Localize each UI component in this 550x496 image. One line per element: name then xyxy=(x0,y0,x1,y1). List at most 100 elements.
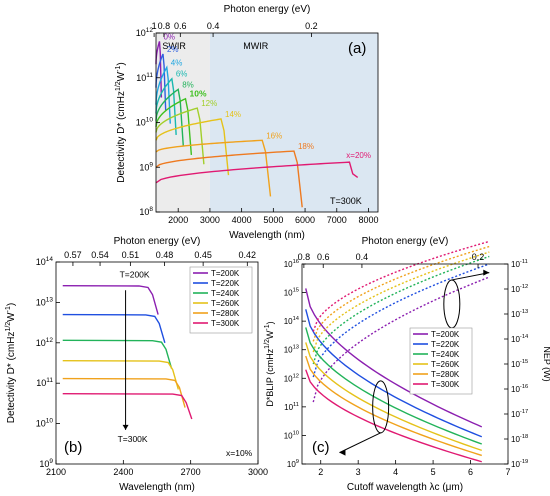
panel-label: (a) xyxy=(348,40,366,57)
plot-frame xyxy=(55,261,259,465)
x-tick-label: 2 xyxy=(318,467,323,477)
arrow-left-line xyxy=(339,432,381,454)
band-mwir xyxy=(209,33,378,212)
series-line-2 xyxy=(155,53,167,111)
ellipse-right xyxy=(443,279,461,329)
x-tick-label: 7 xyxy=(505,467,510,477)
legend-label: T=220K xyxy=(211,279,240,288)
y-right-tick-label: 10-15 xyxy=(511,359,528,369)
y-tick-label: 1015 xyxy=(284,288,299,298)
series-label: 12% xyxy=(201,99,217,108)
nep-line-T=200K xyxy=(312,276,490,403)
y-right-tick-label: 10-16 xyxy=(511,384,528,394)
series-line-6 xyxy=(155,77,177,135)
x-axis-title: Cutoff wavelength λc (μm) xyxy=(347,482,463,493)
legend-label: T=240K xyxy=(431,350,460,359)
series-line-T=220K xyxy=(62,313,166,343)
legend-label: T=280K xyxy=(211,309,240,318)
y-tick-label: 109 xyxy=(39,458,53,469)
series-label: x=20% xyxy=(346,151,371,160)
y-tick-label: 1012 xyxy=(36,337,54,348)
series-line-T=220K xyxy=(305,309,483,438)
y-tick-label: 1014 xyxy=(36,256,54,267)
series-label: 14% xyxy=(225,110,241,119)
top-tick-label: 0.8 xyxy=(158,21,171,31)
series-label: 0% xyxy=(163,32,175,41)
legend-label: T=300K xyxy=(431,380,460,389)
x-tick-label: 3000 xyxy=(200,215,220,225)
x-tick-label: 2100 xyxy=(46,467,66,477)
series-line-16 xyxy=(155,139,272,197)
series-line-4 xyxy=(155,65,171,124)
y-right-tick-label: 10-14 xyxy=(511,334,529,344)
y-right-tick-label: 10-18 xyxy=(511,434,528,444)
arrow-head xyxy=(122,424,129,430)
y-tick-label: 1013 xyxy=(284,345,299,355)
series-line-T=240K xyxy=(62,339,173,369)
nep-line-T=300K xyxy=(312,240,490,332)
top-tick-label: 0.45 xyxy=(194,250,212,260)
top-tick-label: 0.2 xyxy=(472,252,485,262)
x-tick-label: 8000 xyxy=(358,215,378,225)
annotation-bottom: T=300K xyxy=(118,434,148,444)
legend-label: T=240K xyxy=(211,289,240,298)
series-label: 16% xyxy=(266,131,282,140)
series-line-T=260K xyxy=(305,342,483,452)
series-label: 18% xyxy=(298,142,314,151)
top-tick-label: 0.51 xyxy=(122,250,140,260)
series-label: 10% xyxy=(189,89,206,99)
panel-label: (b) xyxy=(64,439,82,456)
temperature-note: T=300K xyxy=(330,196,362,206)
series-line-T=200K xyxy=(62,284,159,315)
plot-frame xyxy=(301,263,509,465)
top-tick-label: 0.4 xyxy=(356,252,369,262)
top-axis-title: Photon energy (eV) xyxy=(362,236,449,247)
y-right-tick-label: 10-13 xyxy=(511,309,528,319)
annotation-top: T=200K xyxy=(120,270,150,280)
top-tick-label: 0.42 xyxy=(239,250,257,260)
top-tick-label: 0.8 xyxy=(298,252,311,262)
nep-line-T=260K xyxy=(312,251,490,353)
series-line-10 xyxy=(155,97,193,155)
legend-label: T=280K xyxy=(431,370,460,379)
arrow-right-line xyxy=(451,272,490,281)
series-label: 2% xyxy=(167,45,179,54)
legend-label: T=200K xyxy=(211,269,240,278)
band-label-mwir: MWIR xyxy=(243,41,268,51)
x-tick-label: 7000 xyxy=(327,215,347,225)
x-tick-label: 2700 xyxy=(181,467,201,477)
series-label: 8% xyxy=(182,80,194,89)
x-tick-label: 5000 xyxy=(263,215,283,225)
top-tick-label: 0.57 xyxy=(64,250,82,260)
y-axis-title: Detectivity D* (cmHz1/2W-1) xyxy=(5,303,17,423)
corner-note: x=10% xyxy=(226,448,253,458)
series-line-T=260K xyxy=(62,360,179,390)
top-tick-label: 0.6 xyxy=(174,21,187,31)
y-tick-label: 1010 xyxy=(36,418,54,429)
top-tick-label: 0.2 xyxy=(305,21,318,31)
legend-label: T=300K xyxy=(211,319,240,328)
y-axis-title: Detectivity D* (cmHz1/2W-1) xyxy=(115,62,127,182)
y-tick-label: 1013 xyxy=(36,296,54,307)
legend-label: T=260K xyxy=(211,299,240,308)
legend-label: T=200K xyxy=(431,330,460,339)
series-line-8 xyxy=(155,88,184,146)
top-tick-label: 0.6 xyxy=(317,252,330,262)
top-tick-label: 0.48 xyxy=(156,250,174,260)
y-axis-title-right: NEP (W) xyxy=(542,346,550,381)
legend-label: T=220K xyxy=(431,340,460,349)
x-tick-label: 5 xyxy=(431,467,436,477)
series-line-0 xyxy=(155,41,163,98)
y-right-tick-label: 10-17 xyxy=(511,409,528,419)
y-tick-label: 1014 xyxy=(284,316,300,326)
panel-a: SWIR MWIR 0% 2% 4% 6%8%10%12% 14% 16% 18% x=20% 20… xyxy=(115,4,379,241)
y-right-tick-label: 10-12 xyxy=(511,284,528,294)
legend-box xyxy=(189,266,253,334)
arrow-right-head xyxy=(483,269,490,276)
top-axis-title: Photon energy (eV) xyxy=(224,4,311,15)
series-line-x20 xyxy=(155,161,359,184)
